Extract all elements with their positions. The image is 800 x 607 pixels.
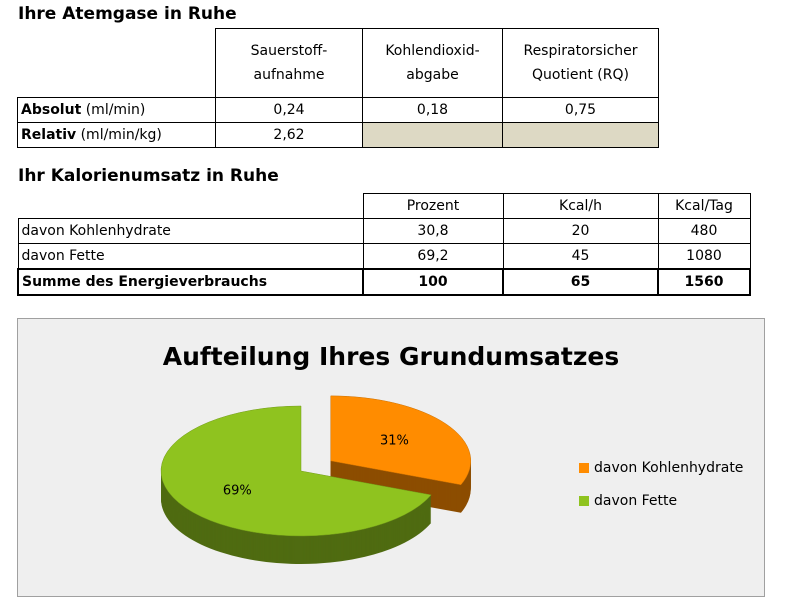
table-title: Ihre Atemgase in Ruhe bbox=[18, 4, 237, 24]
chart-area: Aufteilung Ihres Grundumsatzes 31% 69% dav… bbox=[17, 318, 765, 597]
label-unit: (ml/min) bbox=[85, 102, 146, 118]
data-label: 31% bbox=[380, 433, 409, 448]
header-cell: Kcal/Tag bbox=[657, 193, 751, 219]
cell: 0,18 bbox=[362, 97, 503, 123]
legend-swatch bbox=[579, 463, 589, 473]
row-label: Relativ (ml/min/kg) bbox=[17, 122, 216, 148]
label-unit: (ml/min/kg) bbox=[80, 127, 162, 143]
row-label: Absolut (ml/min) bbox=[17, 97, 216, 123]
header-line: aufnahme bbox=[253, 67, 325, 83]
cell: 30,8 bbox=[362, 218, 504, 244]
data-label: 69% bbox=[223, 484, 252, 499]
cell: 69,2 bbox=[362, 243, 504, 270]
header-cell: Prozent bbox=[362, 193, 504, 219]
pie-slice bbox=[330, 395, 471, 486]
legend-label: davon Fette bbox=[594, 493, 677, 509]
table-title: Ihr Kalorienumsatz in Ruhe bbox=[18, 166, 279, 186]
gas-table: Sauerstoff-aufnahme Kohlendioxid-abgabe … bbox=[17, 28, 659, 148]
header-cell: Kohlendioxid-abgabe bbox=[362, 28, 503, 98]
cell: 45 bbox=[502, 243, 659, 270]
cell: 100 bbox=[362, 268, 504, 296]
cell: 480 bbox=[657, 218, 751, 244]
calorie-table: Prozent Kcal/h Kcal/Tag davon Kohlenhydr… bbox=[17, 193, 751, 296]
cell: 2,62 bbox=[215, 122, 363, 148]
header-line: Respiratorsicher bbox=[523, 43, 638, 59]
header-cell: Kcal/h bbox=[502, 193, 659, 219]
header-line: Kohlendioxid- bbox=[385, 43, 480, 59]
label-bold: Absolut bbox=[21, 102, 82, 118]
cell: 1080 bbox=[657, 243, 751, 270]
empty-cell bbox=[362, 122, 503, 148]
row-label: davon Fette bbox=[17, 243, 364, 270]
empty-cell bbox=[502, 122, 659, 148]
legend-label: davon Kohlenhydrate bbox=[594, 460, 743, 476]
header-line: Sauerstoff- bbox=[250, 43, 328, 59]
header-line: abgabe bbox=[406, 67, 459, 83]
chart: Aufteilung Ihres Grundumsatzes 31% 69% dav… bbox=[160, 342, 743, 564]
row-label: Summe des Energieverbrauchs bbox=[17, 268, 364, 296]
header-line: Quotient (RQ) bbox=[532, 67, 629, 83]
cell: 20 bbox=[502, 218, 659, 244]
header-cell: Respiratorsicher Quotient (RQ) bbox=[502, 28, 659, 98]
cell: 0,24 bbox=[215, 97, 363, 123]
cell: 1560 bbox=[657, 268, 751, 296]
row-label: davon Kohlenhydrate bbox=[17, 218, 364, 244]
cell: 65 bbox=[502, 268, 659, 296]
chart-title: Aufteilung Ihres Grundumsatzes bbox=[163, 342, 620, 371]
legend-swatch bbox=[579, 496, 589, 506]
cell: 0,75 bbox=[502, 97, 659, 123]
label-bold: Relativ bbox=[21, 127, 77, 143]
pie-slice bbox=[160, 405, 432, 537]
header-cell: Sauerstoff-aufnahme bbox=[215, 28, 363, 98]
